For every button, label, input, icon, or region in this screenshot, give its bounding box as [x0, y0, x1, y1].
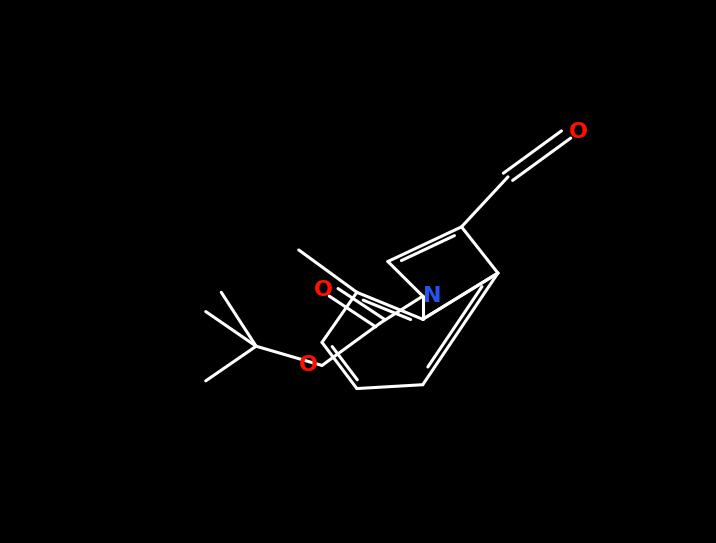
Text: N: N: [423, 286, 442, 306]
Text: O: O: [569, 122, 588, 142]
Text: O: O: [299, 356, 318, 375]
Text: O: O: [314, 280, 333, 300]
